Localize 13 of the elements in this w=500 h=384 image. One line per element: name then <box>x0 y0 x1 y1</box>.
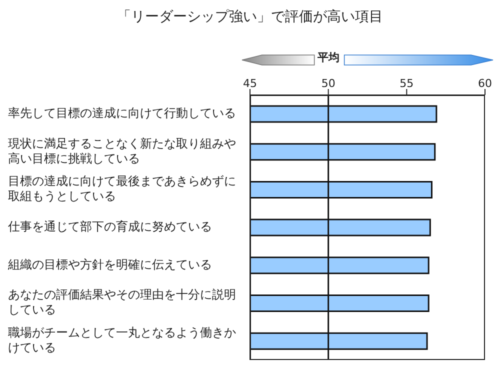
y-tick-label: 率先して目標の達成に向けて行動している <box>8 106 236 120</box>
x-tick-label: 55 <box>400 77 414 90</box>
x-tick-label: 60 <box>478 77 492 90</box>
y-tick-label: あなたの評価結果やその理由を十分に説明している <box>8 288 236 317</box>
y-tick-label: 仕事を通じて部下の育成に努めている <box>7 220 212 234</box>
y-tick-label: 現状に満足することなく新たな取り組みや高い目標に挑戦している <box>8 136 236 166</box>
x-tick-label: 45 <box>243 77 257 90</box>
x-tick-label: 50 <box>321 77 336 90</box>
y-tick-label: 目標の達成に向けて最後まであきらめずに取組もうとしている <box>8 174 236 204</box>
y-tick-label: 職場がチームとして一丸となるよう働きかけている <box>8 326 236 355</box>
y-tick-label: 組織の目標や方針を明確に伝えている <box>7 258 212 272</box>
ref-line-label: 平均 <box>316 51 340 64</box>
chart-title: 「リーダーシップ強い」で評価が高い項目 <box>116 8 384 26</box>
